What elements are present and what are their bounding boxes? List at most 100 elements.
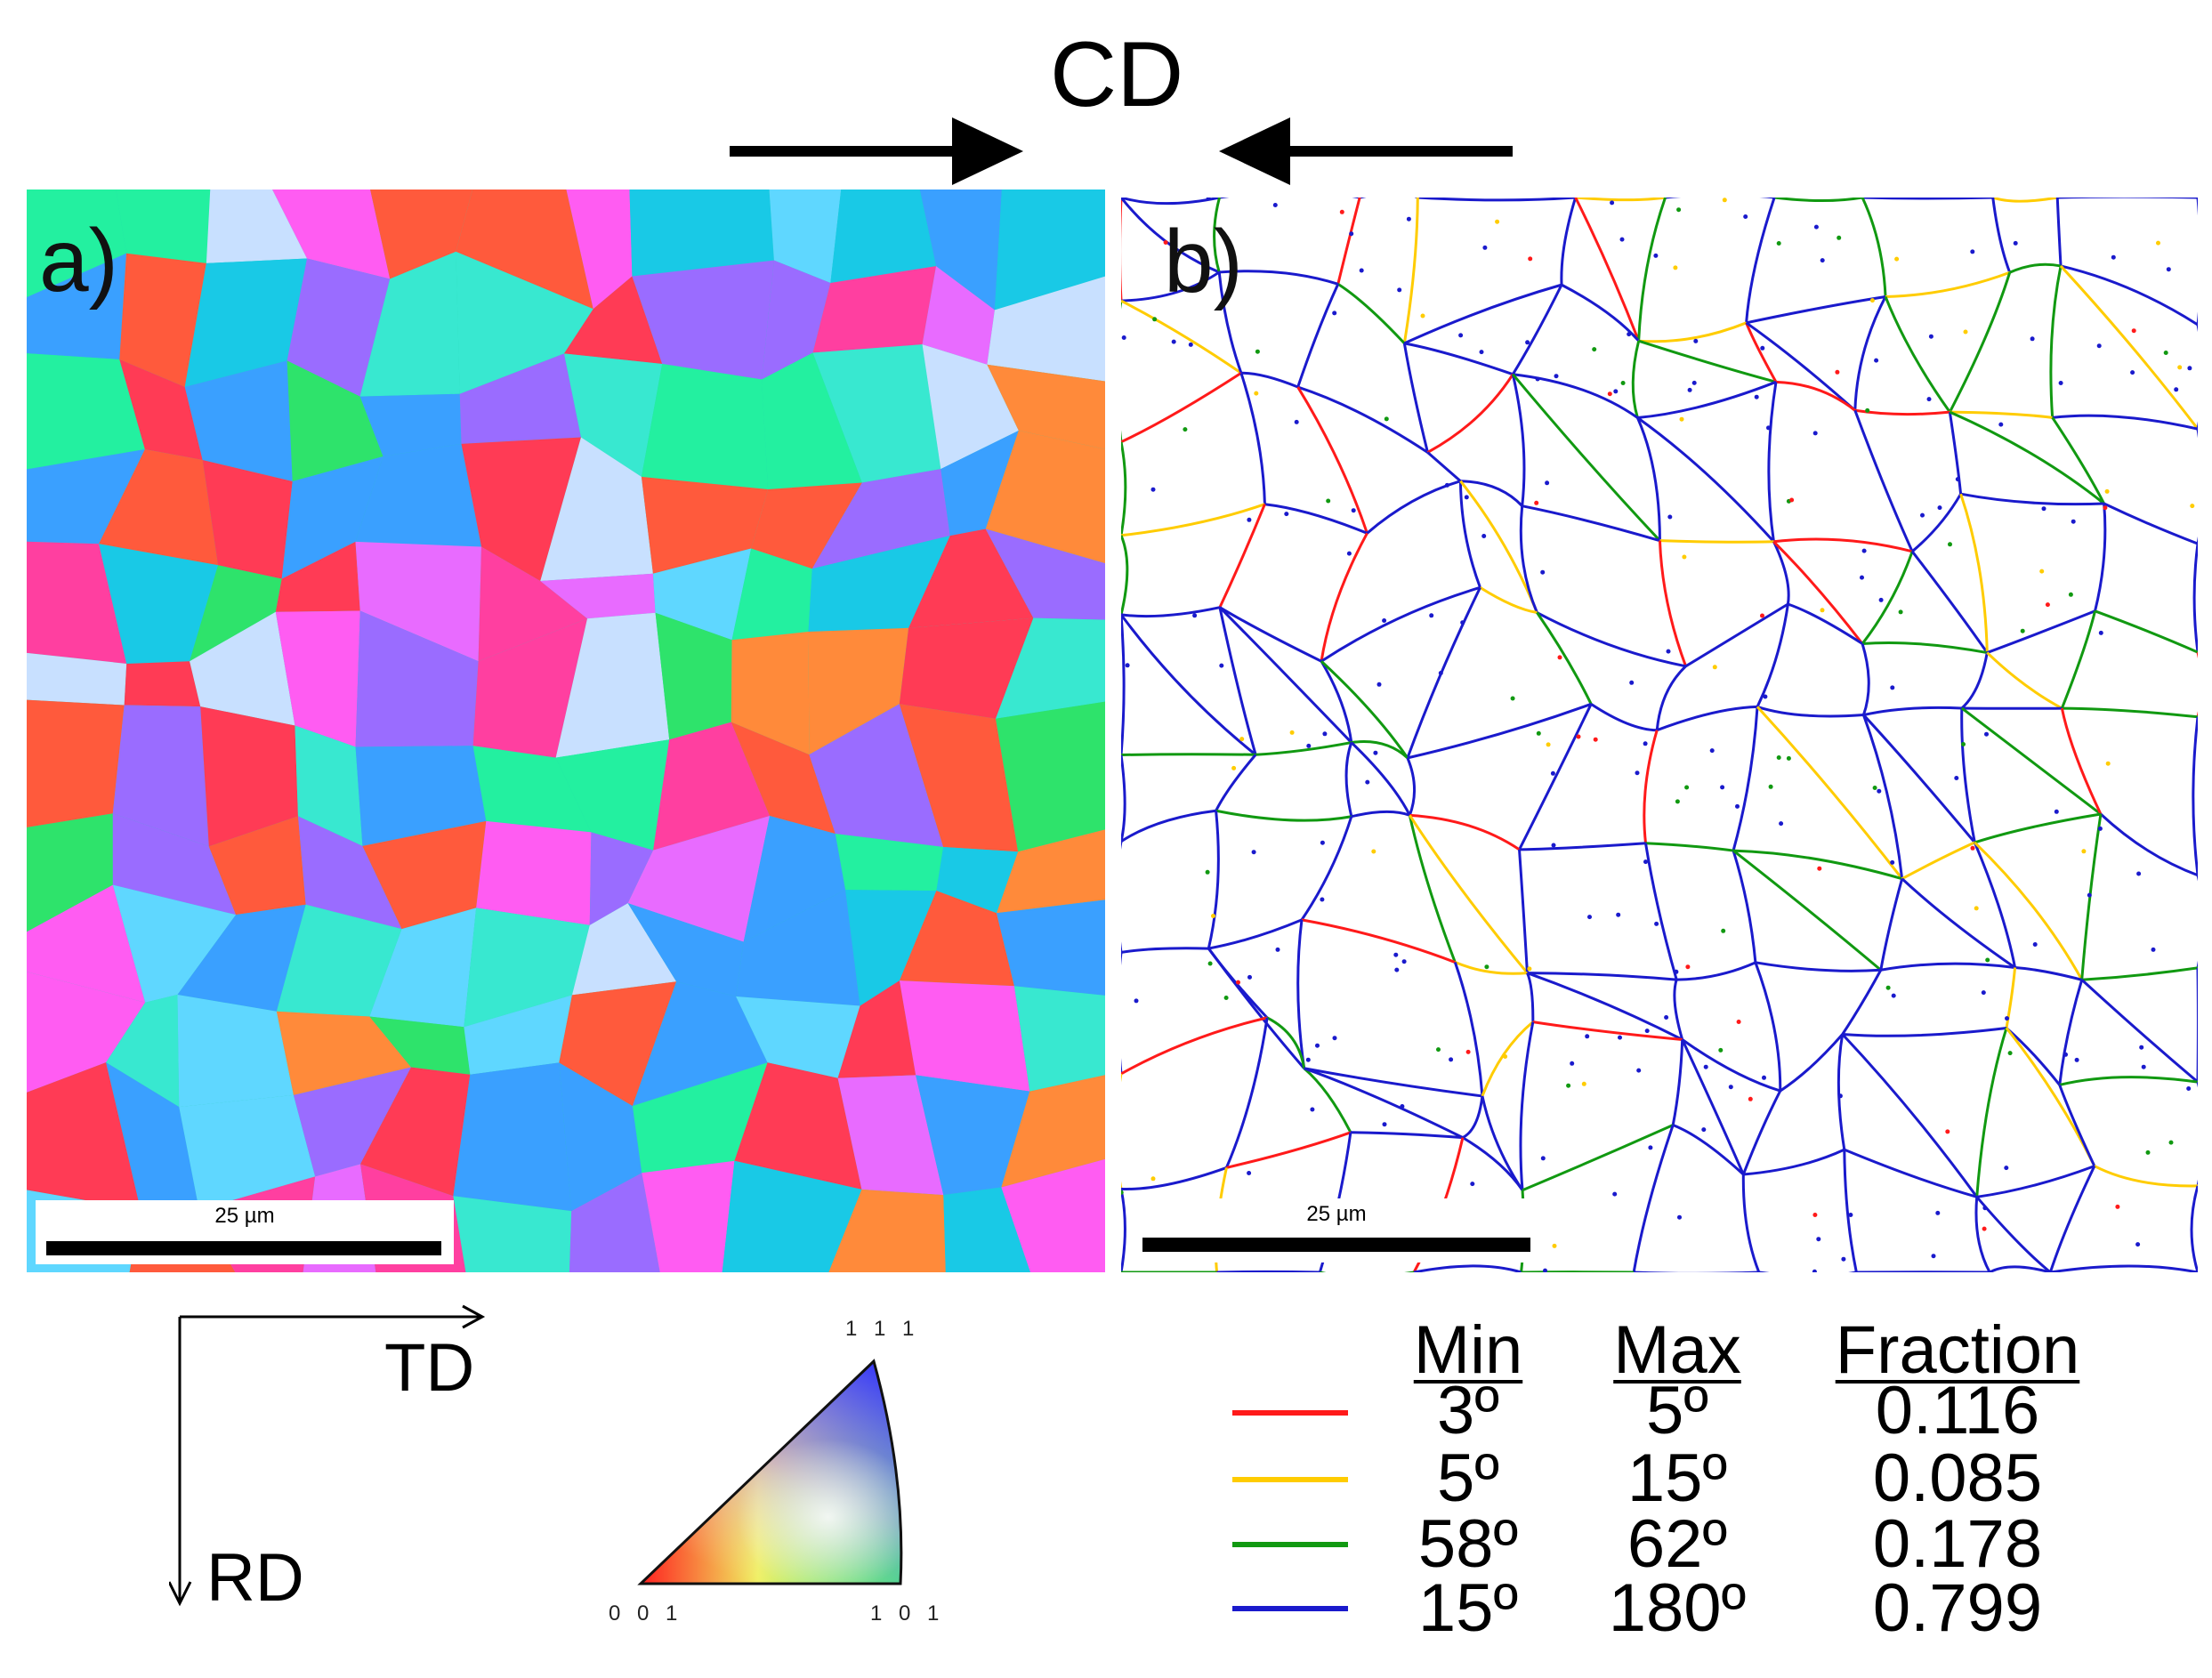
grain — [652, 548, 752, 641]
grain-boundary — [1960, 492, 2104, 506]
boundary-speck — [1400, 1104, 1405, 1109]
grain-boundary — [1513, 373, 1639, 419]
boundary-speck — [1865, 407, 1870, 413]
legend-swatch-blue — [1232, 1606, 1348, 1611]
legend-max-2: 15º — [1627, 1440, 1728, 1516]
boundary-speck — [1948, 542, 1952, 547]
boundary-speck — [1587, 915, 1592, 920]
grain-boundary — [1213, 198, 1221, 273]
grain — [559, 981, 677, 1107]
boundary-speck — [1326, 498, 1331, 504]
grain-boundary — [1767, 382, 1778, 543]
boundary-speck — [2039, 569, 2045, 574]
boundary-speck — [1890, 859, 1895, 865]
boundary-speck — [1503, 1054, 1508, 1059]
left-arrow-icon — [1219, 117, 1513, 185]
legend-fraction-3: 0.178 — [1872, 1506, 2043, 1582]
boundary-speck — [2135, 1242, 2141, 1247]
boundary-speck — [1247, 517, 1252, 522]
boundary-speck — [1346, 551, 1352, 556]
boundary-speck — [1676, 207, 1682, 213]
grain — [106, 994, 180, 1108]
boundary-speck — [1275, 947, 1280, 952]
boundary-speck — [1593, 737, 1598, 742]
boundary-speck — [1540, 1156, 1546, 1161]
grain — [762, 260, 831, 380]
boundary-speck — [1528, 256, 1533, 262]
legend-header-min: Min — [1413, 1312, 1523, 1388]
grain-boundary — [2049, 265, 2063, 418]
grain-boundary — [1885, 270, 2011, 298]
grain — [811, 469, 950, 569]
boundary-speck — [1926, 397, 1932, 402]
grain — [632, 1062, 768, 1174]
grain — [751, 482, 862, 569]
grain-boundary — [1837, 1034, 1846, 1150]
boundary-speck — [1860, 575, 1864, 580]
boundary-speck — [1365, 779, 1370, 785]
boundary-speck — [1721, 928, 1726, 933]
grain — [112, 884, 237, 1003]
boundary-speck — [1610, 200, 1615, 206]
grain-boundary — [1121, 503, 1265, 537]
boundary-speck — [1223, 996, 1229, 1000]
grain-boundary — [1948, 411, 1963, 495]
grain-boundary — [1121, 1166, 1227, 1190]
grain-boundary — [2059, 264, 2198, 431]
boundary-speck — [1945, 1129, 1950, 1134]
boundary-speck — [1982, 1206, 1988, 1211]
boundary-speck — [1470, 1182, 1475, 1187]
grain — [1001, 1158, 1105, 1272]
grain-boundary — [1779, 1033, 1844, 1093]
boundary-speck — [1429, 613, 1434, 618]
boundary-speck — [2013, 240, 2018, 246]
grain-boundary — [1973, 842, 2017, 968]
grain — [27, 884, 146, 1003]
grain-boundary — [1673, 979, 1684, 1040]
grain — [208, 816, 306, 916]
grain-boundary — [2099, 812, 2198, 877]
boundary-speck — [1121, 335, 1126, 340]
grain-boundary — [1656, 705, 1758, 732]
grain — [369, 908, 477, 1028]
grain-boundary — [1949, 410, 2105, 505]
grain-boundary — [1631, 340, 1641, 418]
grain-boundary — [1879, 878, 1904, 971]
boundary-speck — [1779, 821, 1784, 827]
boundary-speck — [1527, 966, 1532, 972]
grain — [837, 980, 916, 1078]
grain-boundary — [1636, 416, 1775, 543]
grain-boundary — [1745, 321, 1856, 412]
legend-fraction-2: 0.085 — [1872, 1440, 2043, 1516]
grain-boundary — [1775, 380, 1856, 412]
grain-boundary — [1121, 441, 1127, 536]
grain-boundary — [2050, 1264, 2198, 1272]
boundary-speck — [2071, 519, 2076, 524]
grain-boundary — [1787, 602, 1863, 645]
grain — [899, 980, 1030, 1092]
boundary-speck — [2103, 505, 2108, 511]
boundary-speck — [1841, 1256, 1846, 1262]
boundary-speck — [2186, 1086, 2192, 1091]
grain-boundary — [1853, 409, 1914, 553]
grain — [899, 891, 1014, 987]
grain-boundary — [1756, 705, 1864, 718]
grain-boundary — [1121, 270, 1221, 303]
grain — [743, 816, 846, 942]
boundary-speck — [1954, 776, 1959, 780]
legend-min-3: 58º — [1417, 1506, 1519, 1582]
grain — [736, 996, 860, 1078]
legend-swatch-red — [1232, 1410, 1348, 1416]
grain — [941, 430, 1019, 536]
grain — [731, 631, 810, 755]
grain-boundary — [2192, 716, 2198, 875]
boundary-map-panel: b) 25 µm — [1121, 198, 2198, 1272]
boundary-speck — [2098, 630, 2103, 635]
boundary-speck — [2005, 1016, 2009, 1021]
grain-boundary — [1773, 198, 1863, 203]
grain — [202, 459, 293, 579]
boundary-speck — [1848, 1213, 1853, 1217]
grain-boundary — [1526, 972, 1683, 1041]
grain-boundary — [1560, 198, 1578, 286]
boundary-speck — [2004, 1166, 2009, 1171]
